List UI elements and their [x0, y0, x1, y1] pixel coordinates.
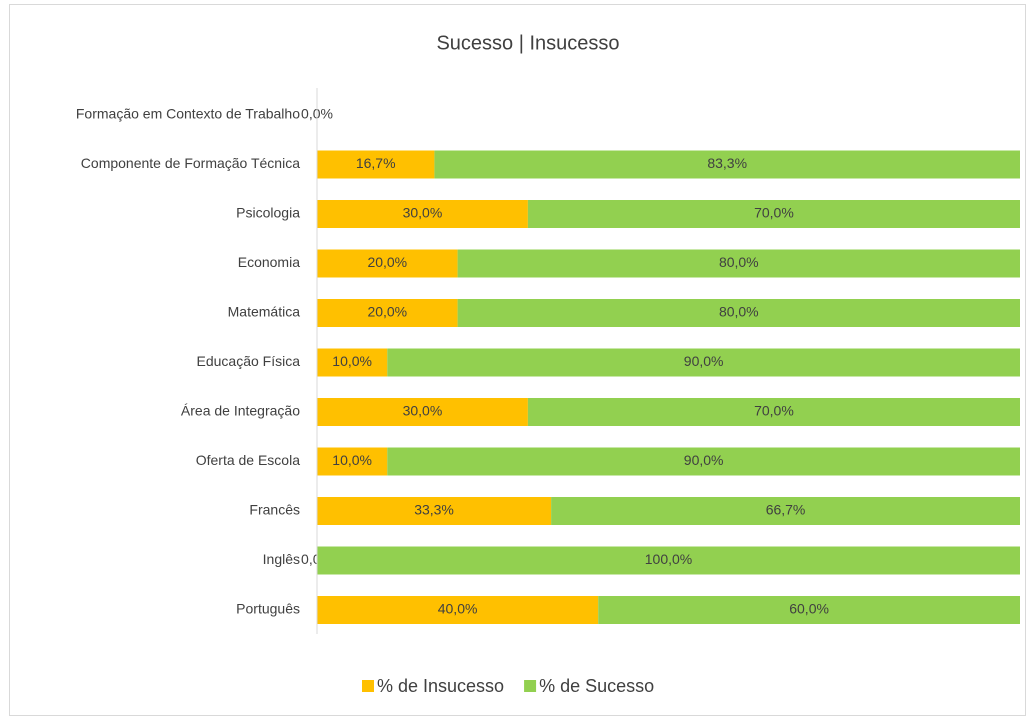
legend-swatch — [362, 680, 374, 692]
data-label: 40,0% — [438, 601, 478, 617]
bar-segment — [317, 398, 528, 426]
y-tick-label: Área de Integração — [181, 403, 300, 419]
y-tick-label: Psicologia — [236, 205, 300, 221]
y-tick-label: Português — [236, 601, 300, 617]
bar-segment — [527, 398, 1020, 426]
bar-segment — [317, 447, 388, 476]
data-label: 66,7% — [766, 502, 806, 518]
data-label: 80,0% — [719, 304, 759, 320]
bar-segment — [317, 348, 388, 377]
y-tick-label: Francês — [249, 502, 300, 518]
data-label: 60,0% — [789, 601, 829, 617]
data-label: 33,3% — [414, 502, 454, 518]
legend-label: % de Insucesso — [377, 676, 504, 696]
data-label: 30,0% — [403, 205, 443, 221]
bar-segment — [317, 150, 435, 179]
data-label: 90,0% — [684, 452, 724, 468]
y-tick-label: Matemática — [228, 304, 301, 320]
data-label: 16,7% — [356, 155, 396, 171]
bar-segment — [387, 348, 1020, 377]
chart-title: Sucesso | Insucesso — [436, 32, 619, 54]
legend-label: % de Sucesso — [539, 676, 654, 696]
y-tick-label: Inglês — [263, 551, 300, 567]
bar-segment — [434, 150, 1020, 179]
data-label: 30,0% — [403, 403, 443, 419]
data-label: 20,0% — [367, 304, 407, 320]
data-label: 10,0% — [332, 452, 372, 468]
data-label: 70,0% — [754, 205, 794, 221]
bar-segment — [317, 299, 458, 327]
y-tick-label: Educação Física — [197, 353, 301, 369]
bar-segment — [317, 546, 1020, 575]
legend-swatch — [524, 680, 537, 692]
bar-segment — [457, 249, 1021, 278]
bar-segment — [551, 497, 1020, 525]
y-tick-label: Oferta de Escola — [196, 452, 300, 468]
data-label: 100,0% — [645, 551, 692, 567]
bar-segment — [457, 299, 1021, 327]
bar-segment — [598, 596, 1020, 624]
bar-segment — [317, 249, 458, 278]
bar-segment — [527, 200, 1020, 228]
bar-segment — [317, 200, 528, 228]
bar-segment — [317, 497, 552, 525]
y-tick-label: Componente de Formação Técnica — [81, 155, 300, 171]
bar-segment — [317, 596, 599, 624]
data-label: 83,3% — [707, 155, 747, 171]
data-label: 80,0% — [719, 254, 759, 270]
y-tick-label: Formação em Contexto de Trabalho — [76, 106, 300, 122]
data-label: 20,0% — [367, 254, 407, 270]
data-label: 70,0% — [754, 403, 794, 419]
data-label: 90,0% — [684, 353, 724, 369]
y-tick-label: Economia — [238, 254, 300, 270]
bar-segment — [387, 447, 1020, 476]
data-label: 10,0% — [332, 353, 372, 369]
